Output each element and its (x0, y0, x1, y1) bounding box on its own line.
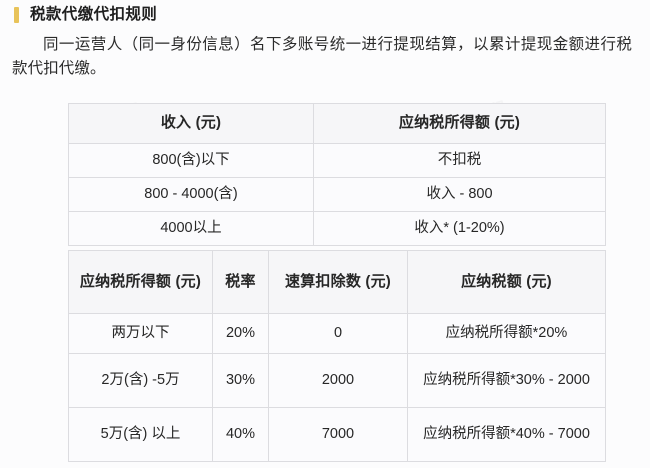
page-heading: 税款代缴代扣规则 (0, 0, 650, 24)
bracket-table: 应纳税所得额 (元) 税率 速算扣除数 (元) 应纳税额 (元) 两万以下 20… (68, 250, 606, 462)
table-header-row: 应纳税所得额 (元) 税率 速算扣除数 (元) 应纳税额 (元) (68, 250, 606, 314)
cell-income: 4000以上 (68, 211, 314, 246)
cell-taxable-income: 两万以下 (68, 313, 213, 354)
intro-paragraph: 同一运营人（同一身份信息）名下多账号统一进行提现结算，以累计提现金额进行税款代扣… (12, 36, 632, 78)
cell-tax-payable: 应纳税所得额*30% - 2000 (407, 353, 606, 408)
table-row: 800(含)以下 不扣税 (68, 143, 606, 178)
column-header-income: 收入 (元) (68, 103, 314, 144)
column-header-taxable-income: 应纳税所得额 (元) (313, 103, 606, 144)
table-row: 两万以下 20% 0 应纳税所得额*20% (68, 313, 606, 354)
cell-tax-payable: 应纳税所得额*40% - 7000 (407, 407, 606, 462)
income-table-container: 收入 (元) 应纳税所得额 (元) 800(含)以下 不扣税 800 - 400… (68, 103, 606, 246)
column-header-tax-rate: 税率 (212, 250, 269, 314)
cell-tax-rate: 40% (212, 407, 269, 462)
table-header-row: 收入 (元) 应纳税所得额 (元) (68, 103, 606, 144)
table-row: 800 - 4000(含) 收入 - 800 (68, 177, 606, 212)
cell-taxable-income: 收入* (1-20%) (313, 211, 606, 246)
cell-tax-rate: 30% (212, 353, 269, 408)
cell-quick-deduction: 2000 (268, 353, 408, 408)
cell-income: 800(含)以下 (68, 143, 314, 178)
accent-bar-icon (14, 7, 19, 23)
table-row: 5万(含) 以上 40% 7000 应纳税所得额*40% - 7000 (68, 407, 606, 462)
page-title: 税款代缴代扣规则 (30, 6, 158, 24)
cell-taxable-income: 收入 - 800 (313, 177, 606, 212)
cell-taxable-income: 5万(含) 以上 (68, 407, 213, 462)
column-header-tax-payable: 应纳税额 (元) (407, 250, 606, 314)
cell-tax-payable: 应纳税所得额*20% (407, 313, 606, 354)
cell-income: 800 - 4000(含) (68, 177, 314, 212)
cell-tax-rate: 20% (212, 313, 269, 354)
cell-quick-deduction: 7000 (268, 407, 408, 462)
income-table: 收入 (元) 应纳税所得额 (元) 800(含)以下 不扣税 800 - 400… (68, 103, 606, 246)
table-row: 4000以上 收入* (1-20%) (68, 211, 606, 246)
column-header-quick-deduction: 速算扣除数 (元) (268, 250, 408, 314)
table-row: 2万(含) -5万 30% 2000 应纳税所得额*30% - 2000 (68, 353, 606, 408)
cell-taxable-income: 不扣税 (313, 143, 606, 178)
column-header-taxable-income: 应纳税所得额 (元) (68, 250, 213, 314)
cell-quick-deduction: 0 (268, 313, 408, 354)
cell-taxable-income: 2万(含) -5万 (68, 353, 213, 408)
bracket-table-container: 应纳税所得额 (元) 税率 速算扣除数 (元) 应纳税额 (元) 两万以下 20… (68, 250, 606, 462)
